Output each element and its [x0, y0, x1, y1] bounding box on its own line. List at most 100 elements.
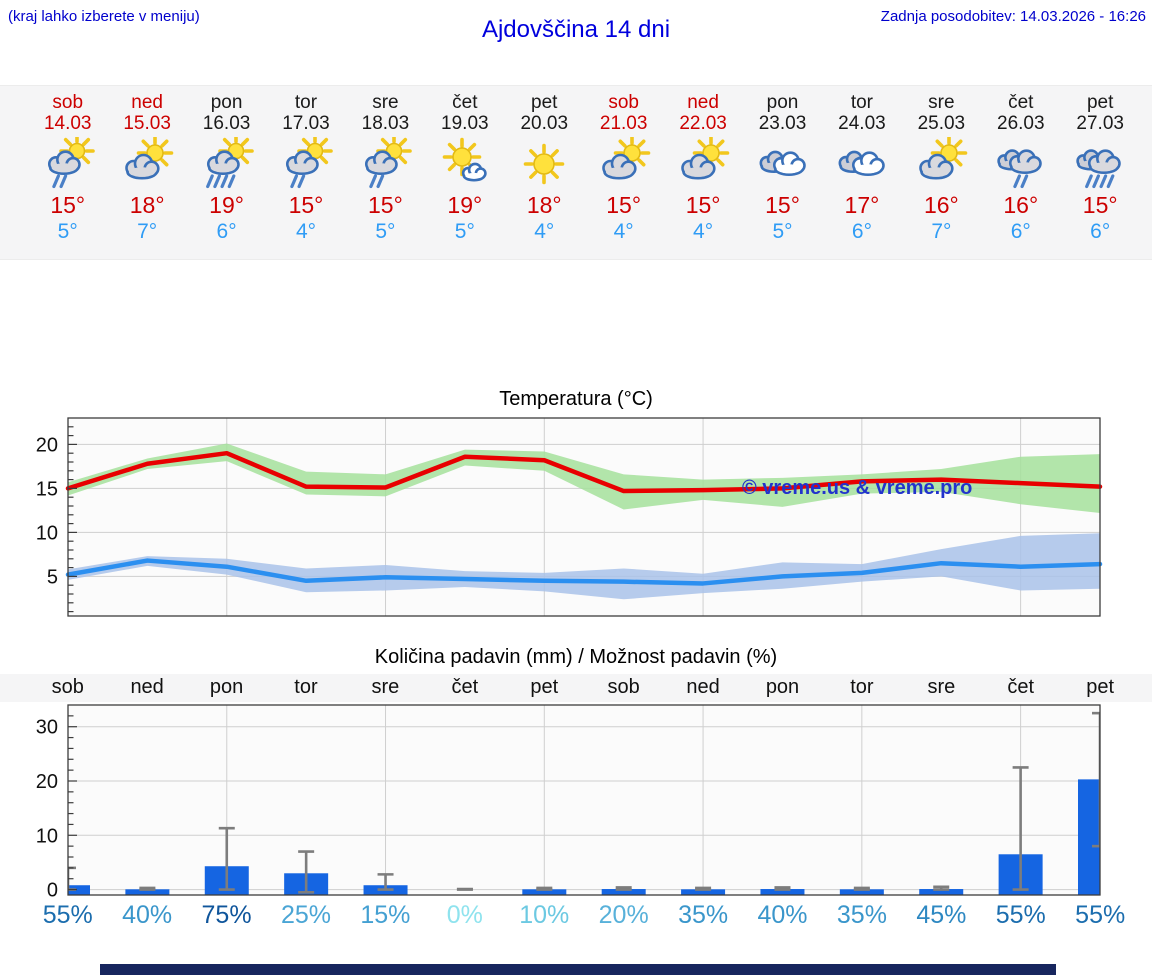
precip-day-label: tor — [294, 676, 318, 698]
precipitation-day-labels: sob ned pon tor sre čet pet sob ned pon tor sre čet p… — [0, 674, 1152, 702]
watermark: © vreme.us & vreme.pro — [742, 477, 972, 499]
day-column-15.03[interactable]: ned 15.03 18° 7° — [107, 86, 186, 259]
precip-day-label: čet — [1007, 676, 1035, 698]
precip-probability-label: 15% — [360, 901, 411, 929]
day-column-16.03[interactable]: pon 16.03 19° 6° — [187, 86, 266, 259]
day-low-temp: 6° — [216, 220, 237, 243]
day-high-temp: 18° — [526, 192, 562, 218]
forecast-strip: sob 14.03 15° 5° ned 15.03 18° 7° pon 16.03 19° 6° t… — [0, 85, 1152, 260]
day-name-label: čet — [452, 92, 478, 113]
day-name-label: sob — [52, 92, 84, 113]
precip-probability-label: 55% — [42, 901, 93, 929]
day-column-18.03[interactable]: sre 18.03 15° 5° — [346, 86, 425, 259]
day-low-temp: 5° — [454, 220, 475, 243]
precip-day-label: tor — [850, 676, 874, 698]
precip-day-label: sre — [927, 676, 956, 698]
precip-day-label: ned — [130, 676, 164, 698]
sun-cloud-rain-icon — [266, 133, 345, 191]
precip-probability-label: 55% — [995, 901, 1046, 929]
last-updated: Zadnja posodobitev: 14.03.2026 - 16:26 — [880, 8, 1146, 25]
day-column-24.03[interactable]: tor 24.03 17° 6° — [822, 86, 901, 259]
svg-text:5: 5 — [47, 566, 58, 588]
day-column-14.03[interactable]: sob 14.03 15° 5° — [28, 86, 107, 259]
day-column-23.03[interactable]: pon 23.03 15° 5° — [743, 86, 822, 259]
day-date-label: 23.03 — [758, 113, 807, 134]
sun-cloud-icon — [663, 134, 742, 191]
precip-probability-label: 40% — [122, 901, 173, 929]
sun-cloud-heavy-rain-icon — [187, 133, 266, 191]
day-low-temp: 6° — [1090, 220, 1111, 243]
sun-cloud-icon — [107, 134, 186, 191]
svg-text:10: 10 — [36, 522, 58, 544]
day-date-label: 19.03 — [441, 113, 489, 134]
day-column-19.03[interactable]: čet 19.03 19° 5° — [425, 86, 504, 259]
day-column-27.03[interactable]: pet 27.03 15° 6° — [1060, 86, 1139, 259]
day-name-label: pet — [531, 92, 558, 113]
day-name-label: tor — [294, 92, 318, 113]
sun-cloud-rain-icon — [28, 133, 107, 191]
sun-cloud-icon — [584, 134, 663, 191]
day-high-temp: 15° — [685, 192, 721, 218]
page-title: Ajdovščina 14 dni — [481, 16, 671, 43]
svg-text:0: 0 — [47, 880, 58, 900]
svg-text:30: 30 — [36, 717, 58, 739]
day-low-temp: 4° — [613, 220, 634, 243]
sunny-icon — [505, 137, 584, 191]
precip-probability-label: 35% — [836, 901, 887, 929]
svg-text:20: 20 — [36, 771, 58, 793]
precip-day-label: pon — [209, 676, 244, 698]
precipitation-chart-title: Količina padavin (mm) / Možnost padavin … — [374, 646, 778, 668]
day-date-label: 16.03 — [202, 113, 251, 134]
location-menu-hint: (kraj lahko izberete v meniju) — [8, 8, 200, 25]
day-date-label: 17.03 — [282, 113, 330, 134]
temperature-chart: 5 10 15 20 © vreme.us & vreme.pro — [36, 417, 1103, 617]
day-high-temp: 19° — [209, 192, 244, 218]
forecast-day-columns: sob 14.03 15° 5° ned 15.03 18° 7° pon 16.03 19° 6° t… — [28, 86, 1140, 259]
precip-probability-label: 45% — [916, 901, 967, 929]
day-name-label: pon — [766, 92, 799, 113]
day-name-label: pon — [210, 92, 243, 113]
day-low-temp: 7° — [931, 220, 952, 243]
day-high-temp: 16° — [1003, 192, 1039, 218]
temperature-chart-title: Temperatura (°C) — [499, 388, 653, 410]
day-low-temp: 5° — [375, 220, 396, 243]
precip-probability-label: 40% — [757, 901, 808, 929]
svg-text:15: 15 — [36, 478, 58, 500]
day-high-temp: 17° — [844, 192, 880, 218]
day-column-22.03[interactable]: ned 22.03 15° 4° — [663, 86, 742, 259]
precipitation-chart: 0 10 20 30 — [36, 704, 1101, 900]
day-low-temp: 5° — [57, 220, 78, 243]
day-name-label: ned — [687, 92, 719, 113]
day-date-label: 14.03 — [43, 113, 92, 134]
day-date-label: 15.03 — [123, 113, 171, 134]
precipitation-probability-row: 55% 40% 75% 25% 15% 0% 10% 20% 35% 40% 35% 45% 55% 55… — [0, 901, 1152, 935]
footer-bar — [100, 964, 1056, 975]
precip-probability-label: 25% — [280, 901, 331, 929]
day-name-label: pet — [1086, 92, 1114, 113]
precip-day-label: pon — [765, 676, 800, 698]
day-high-temp: 16° — [923, 192, 959, 218]
precip-day-label: čet — [451, 676, 479, 698]
day-column-21.03[interactable]: sob 21.03 15° 4° — [584, 86, 663, 259]
day-high-temp: 15° — [765, 192, 800, 218]
day-date-label: 20.03 — [520, 113, 569, 134]
svg-text:20: 20 — [36, 434, 58, 456]
cloud-rain-icon — [981, 137, 1060, 191]
sun-small-cloud-icon — [425, 137, 504, 191]
day-column-20.03[interactable]: pet 20.03 18° 4° — [505, 86, 584, 259]
day-low-temp: 6° — [1010, 220, 1031, 243]
day-name-label: sre — [372, 92, 399, 113]
day-name-label: čet — [1008, 92, 1034, 113]
day-column-17.03[interactable]: tor 17.03 15° 4° — [266, 86, 345, 259]
day-low-temp: 4° — [295, 220, 317, 243]
precip-day-label: ned — [686, 676, 720, 698]
day-low-temp: 4° — [693, 220, 714, 243]
day-date-label: 22.03 — [679, 113, 727, 134]
sun-cloud-icon — [902, 134, 981, 191]
day-high-temp: 15° — [368, 192, 403, 218]
day-high-temp: 15° — [50, 192, 86, 218]
day-name-label: sob — [608, 92, 639, 113]
day-column-25.03[interactable]: sre 25.03 16° 7° — [902, 86, 981, 259]
day-column-26.03[interactable]: čet 26.03 16° 6° — [981, 86, 1060, 259]
